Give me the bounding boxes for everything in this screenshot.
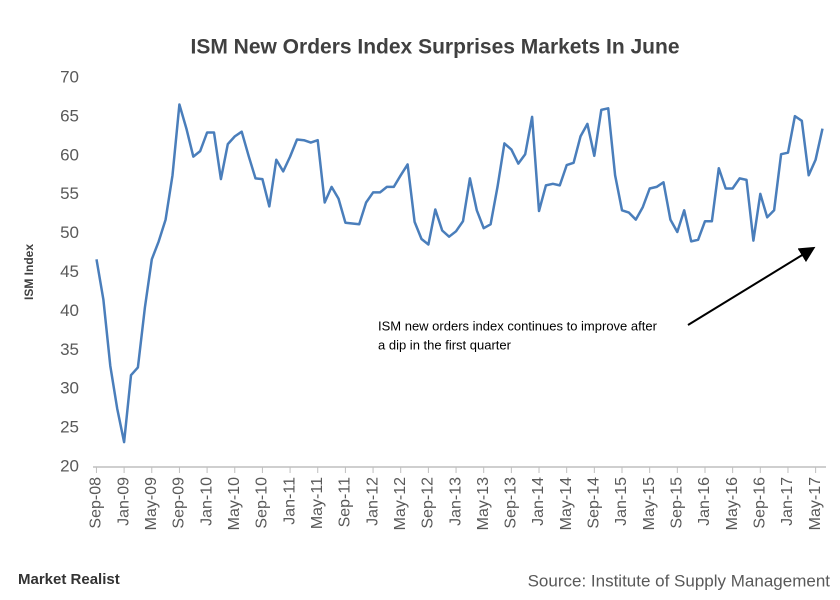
y-tick-label: 55: [60, 184, 79, 203]
x-tick-label: Jan-17: [779, 477, 796, 526]
x-tick-label: Jan-14: [530, 477, 547, 526]
brand: Market Realist: [18, 571, 120, 588]
line: [95, 103, 824, 444]
annotation: a dip in the first quarter: [378, 337, 512, 352]
y-tick-label: 20: [60, 456, 79, 475]
x-tick-label: Jan-09: [115, 477, 132, 526]
x-tick-label: Sep-08: [88, 477, 105, 529]
y-tick-label: 45: [60, 262, 79, 281]
x-tick-label: Sep-15: [669, 477, 686, 529]
y-axis-label: ISM Index: [22, 244, 36, 300]
annotation: ISM new orders index continues to improv…: [378, 318, 658, 333]
y-tick-label: 40: [60, 301, 79, 320]
x-tick-label: Jan-16: [696, 477, 713, 526]
chart-title: ISM New Orders Index Surprises Markets I…: [191, 36, 680, 59]
x-tick-label: May-16: [724, 477, 741, 530]
x-tick-label: Jan-15: [613, 477, 630, 526]
x-tick-label: Sep-13: [503, 477, 520, 529]
x-tick-label: May-11: [309, 477, 326, 529]
x-tick-label: May-15: [641, 477, 658, 530]
x-tick-label: Jan-13: [447, 477, 464, 526]
x-tick-label: May-10: [226, 477, 243, 530]
x-tick-label: May-13: [475, 477, 492, 530]
x-tick-label: Sep-16: [752, 477, 769, 529]
x-tick-label: Sep-09: [171, 477, 188, 529]
x-tick-label: Sep-12: [420, 477, 437, 529]
y-tick-label: 25: [60, 418, 79, 437]
x-tick-label: Sep-14: [586, 477, 603, 529]
x-tick-label: May-09: [143, 477, 160, 530]
y-tick-label: 35: [60, 340, 79, 359]
annotation-arrow: [687, 246, 816, 326]
y-tick-label: 60: [60, 145, 79, 164]
y-tick-label: 70: [60, 67, 79, 86]
x-tick-label: May-17: [807, 477, 824, 530]
x-tick-label: Sep-10: [254, 477, 271, 529]
x-tick-label: Jan-12: [364, 477, 381, 526]
y-tick-label: 50: [60, 223, 79, 242]
x-tick-label: Jan-10: [198, 477, 215, 526]
y-tick-label: 30: [60, 379, 79, 398]
source: Source: Institute of Supply Management: [528, 571, 831, 590]
x-tick-label: May-12: [392, 477, 409, 530]
x-tick-label: Jan-11: [281, 477, 298, 525]
y-tick-label: 65: [60, 106, 79, 125]
x-tick-label: May-14: [558, 477, 575, 530]
x-tick-label: Sep-11: [337, 477, 354, 528]
